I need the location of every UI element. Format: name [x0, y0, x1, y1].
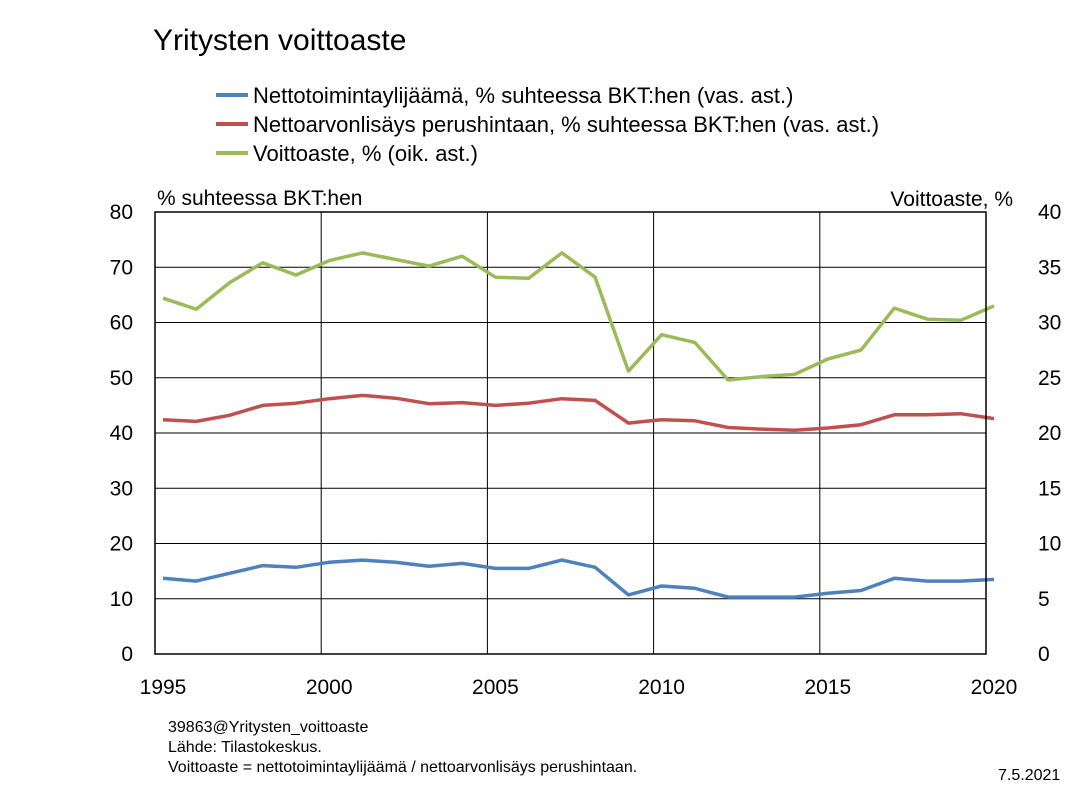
- series-line-2: [162, 393, 995, 432]
- right-tick-label-10: 10: [1038, 533, 1061, 556]
- right-tick-label-35: 35: [1038, 256, 1061, 279]
- right-axis-label: Voittoaste, %: [890, 188, 1013, 211]
- chart-title: Yritysten voittoaste: [153, 24, 406, 57]
- left-tick-label-30: 30: [110, 477, 133, 500]
- footer-date: 7.5.2021: [998, 767, 1061, 784]
- series-line-1: [162, 558, 995, 599]
- left-tick-label-0: 0: [121, 643, 133, 666]
- legend-label-3: Voittoaste, % (oik. ast.): [253, 141, 478, 166]
- right-tick-label-15: 15: [1038, 477, 1061, 500]
- right-tick-label-40: 40: [1038, 201, 1061, 224]
- left-tick-label-60: 60: [110, 312, 133, 335]
- left-tick-label-20: 20: [110, 533, 133, 556]
- tick-labels: 0 10 20 30 40 50 60 70 80 0 5 10 15 20 25 30 35 40 1995 200…: [110, 201, 1062, 699]
- left-tick-label-80: 80: [110, 201, 133, 224]
- x-tick-label-2000: 2000: [306, 676, 353, 699]
- right-tick-label-5: 5: [1038, 588, 1050, 611]
- legend-label-1: Nettotoimintaylijäämä, % suhteessa BKT:h…: [253, 83, 793, 108]
- series-lines: [162, 251, 995, 599]
- x-tick-label-2010: 2010: [638, 676, 685, 699]
- left-tick-label-70: 70: [110, 256, 133, 279]
- series-line-3: [162, 251, 995, 382]
- footer-note: Voittoaste = nettotoimintaylijäämä / net…: [168, 759, 638, 776]
- right-tick-label-30: 30: [1038, 312, 1061, 335]
- left-tick-label-40: 40: [110, 422, 133, 445]
- right-tick-label-25: 25: [1038, 367, 1061, 390]
- plot-frame: [154, 211, 987, 655]
- footer: 39863@Yritysten_voittoaste Lähde: Tilast…: [168, 718, 637, 778]
- right-tick-label-0: 0: [1038, 643, 1050, 666]
- gridlines: [154, 211, 987, 655]
- left-tick-label-10: 10: [110, 588, 133, 611]
- right-tick-label-20: 20: [1038, 422, 1061, 445]
- footer-source: Lähde: Tilastokeskus.: [168, 739, 322, 756]
- x-tick-label-1995: 1995: [140, 676, 187, 699]
- x-tick-label-2015: 2015: [804, 676, 851, 699]
- legend-label-2: Nettoarvonlisäys perushintaan, % suhtees…: [253, 112, 879, 137]
- x-tick-label-2005: 2005: [472, 676, 519, 699]
- legend: Nettotoimintaylijäämä, % suhteessa BKT:h…: [216, 83, 879, 166]
- footer-id: 39863@Yritysten_voittoaste: [168, 719, 369, 736]
- left-tick-label-50: 50: [110, 367, 133, 390]
- x-tick-label-2020: 2020: [971, 676, 1018, 699]
- left-axis-label: % suhteessa BKT:hen: [157, 187, 362, 210]
